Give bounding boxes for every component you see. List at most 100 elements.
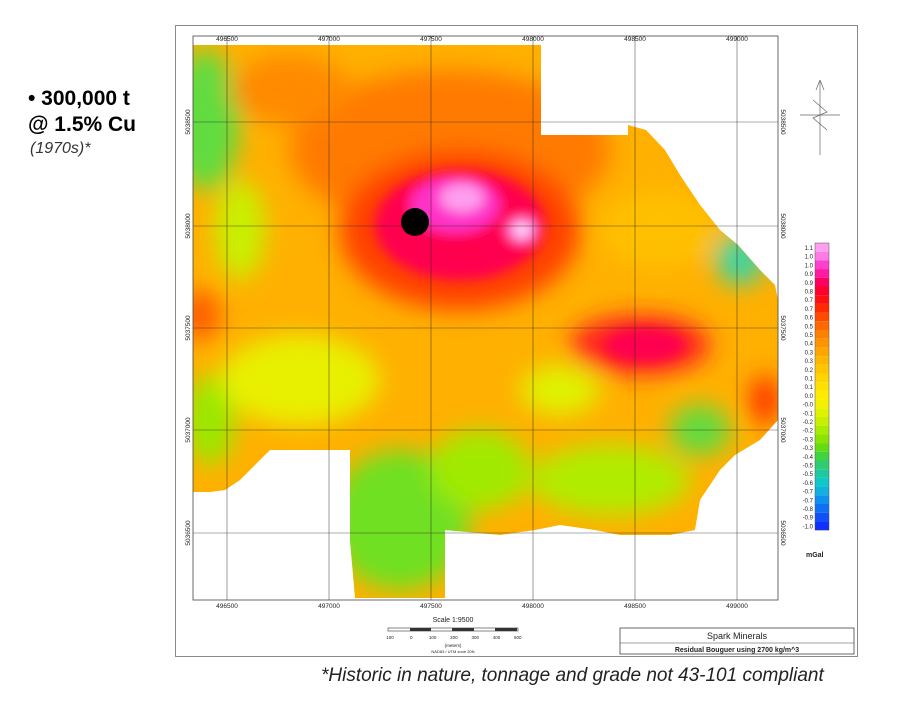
colorbar-swatch bbox=[815, 417, 829, 426]
scale-datum: NAD83 / UTM zone 20N bbox=[431, 649, 474, 654]
colorbar: 1.1 1.0 1.0 0.9 0.9 0.8 0.7 0.7 0.6 0.5 0.5 0.4 0.3 0… bbox=[803, 242, 830, 531]
colorbar-label: 0.1 bbox=[805, 377, 814, 383]
northing-tick-label: 5037500 bbox=[185, 315, 192, 341]
deposit-headline: • 300,000 t @ 1.5% Cu bbox=[28, 86, 136, 138]
map-neatline bbox=[192, 35, 779, 601]
colorbar-swatch bbox=[815, 251, 829, 261]
gravity-surface bbox=[193, 45, 778, 598]
northing-tick-label: 5038000 bbox=[185, 213, 192, 239]
colorbar-label: 0.9 bbox=[805, 272, 814, 278]
colorbar-swatch bbox=[815, 330, 829, 339]
colorbar-swatch bbox=[815, 460, 829, 470]
era-note: (1970s)* bbox=[30, 140, 91, 157]
colorbar-swatch bbox=[815, 399, 829, 409]
compliance-footnote: *Historic in nature, tonnage and grade n… bbox=[321, 665, 824, 686]
scale-bar-tick-label: 0 bbox=[410, 635, 413, 640]
northing-labels-right: 5038500 5038000 5037500 5037000 5036500 bbox=[779, 109, 786, 546]
easting-tick-label: 499000 bbox=[726, 603, 748, 610]
easting-tick-label: 497500 bbox=[420, 36, 442, 43]
colorbar-swatch bbox=[815, 338, 829, 348]
northing-tick-label: 5037500 bbox=[779, 315, 786, 341]
easting-tick-label: 497500 bbox=[420, 603, 442, 610]
colorbar-label: 0.1 bbox=[805, 385, 814, 391]
easting-tick-label: 497000 bbox=[318, 603, 340, 610]
colorbar-label: 0.8 bbox=[805, 290, 814, 296]
colorbar-label: -0.2 bbox=[803, 420, 814, 426]
scale-block: Scale 1:9500 100 0 100 200 300 400 500 (meters… bbox=[386, 617, 522, 654]
colorbar-label: 0.5 bbox=[805, 333, 814, 339]
easting-tick-label: 498000 bbox=[522, 603, 544, 610]
easting-tick-label: 496500 bbox=[216, 603, 238, 610]
easting-labels-bottom: 496500 497000 497500 498000 498500 49900… bbox=[216, 603, 748, 610]
deposit-marker-icon bbox=[401, 208, 429, 236]
scale-units: (meters) bbox=[445, 643, 462, 648]
colorbar-swatch bbox=[815, 521, 829, 531]
northing-tick-label: 5036500 bbox=[185, 520, 192, 546]
grade-text: @ 1.5% Cu bbox=[28, 113, 137, 136]
scale-bar bbox=[387, 627, 519, 632]
scale-bar-tick-label: 200 bbox=[450, 635, 458, 640]
colorbar-swatch bbox=[815, 347, 829, 357]
scale-bar-tick-label: 100 bbox=[386, 635, 394, 640]
scale-ratio: Scale 1:9500 bbox=[433, 617, 474, 624]
colorbar-label: -0.4 bbox=[803, 455, 814, 461]
north-arrow-icon bbox=[800, 79, 840, 155]
colorbar-swatch bbox=[815, 512, 829, 522]
colorbar-swatch bbox=[815, 382, 829, 391]
northing-tick-label: 5038500 bbox=[779, 109, 786, 135]
colorbar-label: -0.1 bbox=[803, 411, 814, 417]
northing-labels-left: 5038500 5038000 5037500 5037000 5036500 bbox=[185, 109, 192, 546]
colorbar-swatch bbox=[815, 277, 829, 287]
colorbar-label: 0.3 bbox=[805, 350, 814, 356]
colorbar-label: -0.3 bbox=[803, 437, 814, 443]
colorbar-swatch bbox=[815, 390, 829, 400]
colorbar-outline bbox=[814, 242, 830, 531]
northing-tick-label: 5037000 bbox=[779, 417, 786, 443]
colorbar-swatch bbox=[815, 434, 829, 444]
scale-bar-ticks: 100 0 100 200 300 400 500 bbox=[386, 635, 522, 640]
colorbar-swatch bbox=[815, 243, 829, 252]
colorbar-label: 1.0 bbox=[805, 255, 814, 261]
colorbar-label: 0.5 bbox=[805, 324, 814, 330]
colorbar-swatch bbox=[815, 443, 829, 452]
northing-tick-label: 5037000 bbox=[185, 417, 192, 443]
colorbar-label: 0.2 bbox=[805, 368, 814, 374]
colorbar-label: -1.0 bbox=[803, 524, 814, 530]
colorbar-swatch bbox=[815, 425, 829, 435]
easting-tick-label: 497000 bbox=[318, 36, 340, 43]
colorbar-swatch bbox=[815, 269, 829, 278]
colorbar-label: 0.4 bbox=[805, 342, 814, 348]
colorbar-label: 0.7 bbox=[805, 307, 814, 313]
colorbar-label: -0.8 bbox=[803, 507, 814, 513]
map-grid bbox=[193, 36, 778, 600]
colorbar-swatch bbox=[815, 260, 829, 270]
northing-tick-label: 5036500 bbox=[779, 520, 786, 546]
colorbar-swatch bbox=[815, 477, 829, 487]
colorbar-swatch bbox=[815, 451, 829, 461]
scale-bar-tick-label: 100 bbox=[429, 635, 437, 640]
colorbar-swatch bbox=[815, 495, 829, 504]
colorbar-swatch bbox=[815, 321, 829, 330]
colorbar-swatch bbox=[815, 469, 829, 478]
colorbar-label: -0.6 bbox=[803, 481, 814, 487]
company-name: Spark Minerals bbox=[707, 631, 768, 641]
colorbar-label: 0.7 bbox=[805, 298, 814, 304]
title-box: Spark Minerals Residual Bouguer using 27… bbox=[619, 627, 855, 655]
colorbar-label: -0.7 bbox=[803, 498, 814, 504]
colorbar-swatch bbox=[815, 364, 829, 374]
colorbar-label: -0.5 bbox=[803, 464, 814, 470]
colorbar-label: 0.9 bbox=[805, 281, 814, 287]
scale-bar-tick-label: 300 bbox=[471, 635, 479, 640]
easting-labels-top: 496500 497000 497500 498000 498500 49900… bbox=[216, 36, 748, 43]
colorbar-label: -0.3 bbox=[803, 446, 814, 452]
colorbar-label: 1.0 bbox=[805, 263, 814, 269]
colorbar-swatch bbox=[815, 295, 829, 304]
colorbar-label: 0.0 bbox=[805, 394, 814, 400]
colorbar-label: 0.3 bbox=[805, 359, 814, 365]
easting-tick-label: 498500 bbox=[624, 603, 646, 610]
easting-tick-label: 499000 bbox=[726, 36, 748, 43]
colorbar-swatch bbox=[815, 373, 829, 383]
colorbar-label: 1.1 bbox=[805, 246, 814, 252]
colorbar-swatch bbox=[815, 312, 829, 322]
colorbar-swatch bbox=[815, 504, 829, 513]
